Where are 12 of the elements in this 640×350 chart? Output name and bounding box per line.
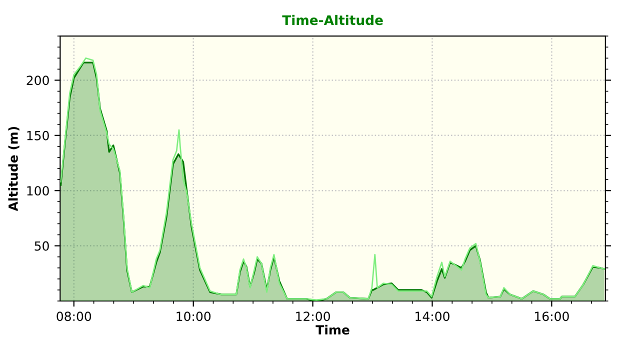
y-tick-label: 200 (26, 76, 49, 86)
y-tick-label: 50 (34, 241, 49, 251)
y-tick-label: 150 (27, 130, 49, 140)
x-tick-label: 08:00 (56, 312, 92, 322)
x-tick-label: 16:00 (535, 312, 569, 322)
x-tick-label: 14:00 (416, 312, 450, 322)
x-tick-label: 12:00 (296, 312, 330, 322)
y-axis-title: Altitude (m) (8, 126, 20, 212)
x-axis-title: Time (316, 324, 350, 335)
chart-title: Time-Altitude (282, 14, 383, 26)
y-tick-label: 100 (27, 186, 49, 196)
x-tick-label: 10:00 (176, 312, 211, 322)
